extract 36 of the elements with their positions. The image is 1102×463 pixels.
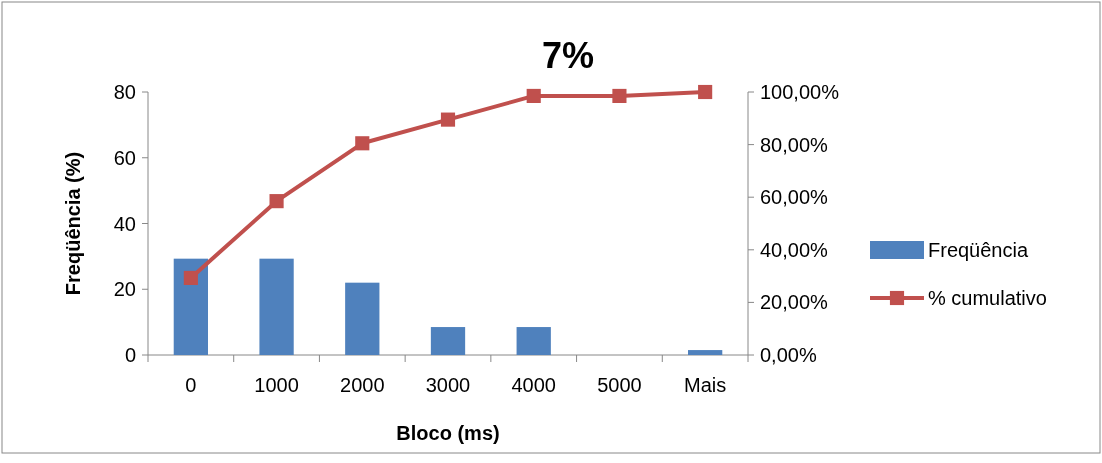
x-tick-label: 3000	[425, 374, 471, 396]
x-tick-label: 1000	[254, 374, 299, 396]
y-tick-label: 20	[113, 278, 136, 301]
point	[183, 270, 198, 286]
y2-tick-label: 40,00%	[760, 238, 829, 261]
bar	[430, 327, 466, 355]
y-axis-title: Freqüência (%)	[62, 151, 84, 296]
x-axis-title: Bloco (ms)	[396, 422, 500, 444]
x-tick-label: 4000	[511, 374, 556, 396]
x-tick-label: 5000	[597, 374, 642, 396]
point	[526, 88, 541, 104]
point	[612, 88, 627, 104]
point	[269, 194, 284, 209]
y2-tick-label: 20,00%	[760, 291, 829, 314]
x-tick-label: 0	[185, 374, 197, 396]
y-tick-label: 0	[124, 344, 136, 366]
y2-tick-label: 60,00%	[760, 186, 829, 209]
bar	[516, 327, 551, 355]
y2-tick-label: 100,00%	[760, 81, 840, 103]
x-tick-label: Mais	[684, 374, 727, 396]
bar	[345, 282, 380, 355]
y2-tick-label: 80,00%	[760, 133, 829, 156]
point	[698, 84, 713, 100]
point	[440, 112, 456, 127]
x-tick-label: 2000	[340, 374, 385, 396]
legend-label: Freqüência	[928, 239, 1029, 261]
y-tick-label: 60	[113, 146, 136, 169]
y-tick-label: 40	[113, 212, 136, 235]
chart-title: 7%	[541, 35, 595, 76]
point	[355, 136, 370, 151]
bar	[173, 258, 208, 355]
legend-label: % cumulativo	[928, 287, 1047, 309]
bar	[688, 350, 723, 355]
y-tick-label: 80	[113, 81, 136, 103]
y2-tick-label: 0,00%	[760, 344, 817, 366]
bar	[259, 258, 294, 355]
